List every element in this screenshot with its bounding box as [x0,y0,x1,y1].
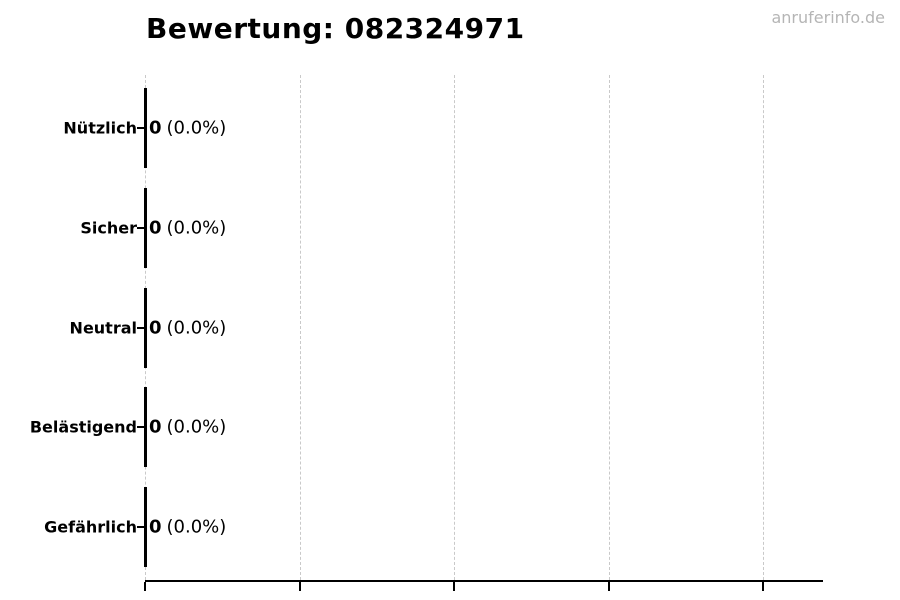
category-label: Gefährlich [44,517,137,537]
x-axis-tick [607,582,610,591]
x-axis-tick [144,582,146,591]
gridline [763,75,764,580]
category-label: Sicher [80,218,137,238]
value-count: 0 [149,117,162,139]
value-label: 0 (0.0%) [149,118,226,139]
y-axis-tick [137,327,145,329]
gridline [299,75,301,580]
value-percent: (0.0%) [166,117,227,139]
value-percent: (0.0%) [166,516,227,538]
y-axis-tick [137,127,145,129]
y-axis-tick [137,227,145,229]
value-percent: (0.0%) [166,317,227,339]
value-percent: (0.0%) [166,416,227,438]
value-count: 0 [149,317,162,339]
y-axis-tick [137,526,145,528]
category-label: Nützlich [63,118,137,138]
plot-area [144,75,823,591]
value-label: 0 (0.0%) [149,318,226,339]
x-axis-tick [453,582,455,591]
chart-title: Bewertung: 082324971 [146,12,525,45]
value-label: 0 (0.0%) [149,517,226,538]
gridline [454,75,455,580]
value-count: 0 [149,217,162,239]
bar-gefaehrlich [144,487,147,567]
x-axis-tick [298,582,301,591]
gridline [608,75,610,580]
category-label: Belästigend [29,417,137,437]
value-label: 0 (0.0%) [149,218,226,239]
value-label: 0 (0.0%) [149,417,226,438]
x-axis-tick [762,582,764,591]
bar-belaestigend [144,387,147,467]
value-count: 0 [149,416,162,438]
watermark-text: anruferinfo.de [771,8,885,27]
value-count: 0 [149,516,162,538]
category-label: Neutral [69,318,137,338]
value-percent: (0.0%) [166,217,227,239]
y-axis-tick [137,426,145,428]
bar-sicher [144,188,147,268]
bar-neutral [144,288,147,368]
bar-nuetzlich [144,88,147,168]
